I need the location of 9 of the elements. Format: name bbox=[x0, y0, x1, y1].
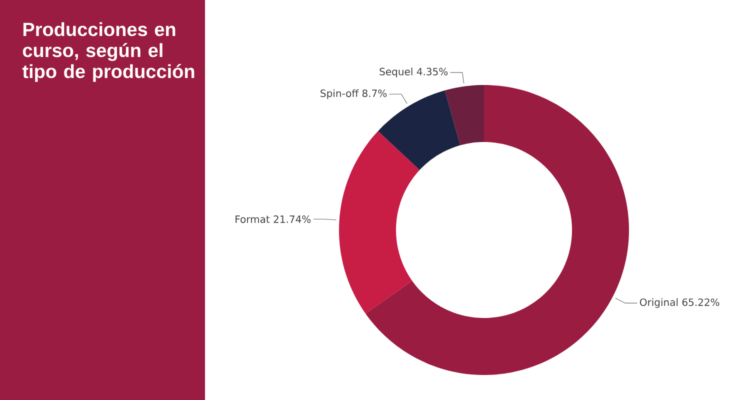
chart-title: Producciones en curso, según el tipo de producción bbox=[22, 22, 194, 82]
slice-label: Spin-off bbox=[320, 89, 359, 100]
slice-label: Original bbox=[640, 298, 678, 308]
data-label: 4.35% bbox=[416, 68, 448, 76]
data-label: 21.74% bbox=[274, 215, 311, 223]
slice-label: Sequel bbox=[380, 68, 412, 78]
slice-label: Format bbox=[236, 216, 270, 223]
data-label: 8.7% bbox=[362, 89, 387, 98]
data-label: 65.22% bbox=[682, 298, 720, 306]
